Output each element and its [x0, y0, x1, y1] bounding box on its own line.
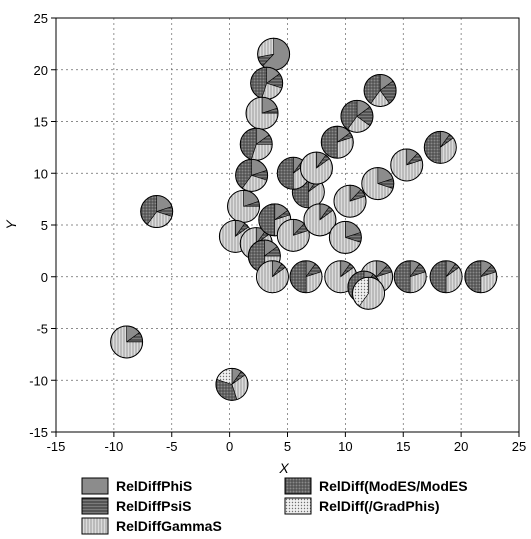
- legend-label-reldiffphis: RelDiffPhiS: [116, 478, 192, 494]
- pie-outline: [328, 220, 362, 254]
- pie-slice: [289, 260, 307, 294]
- y-axis-label: Y: [3, 219, 19, 230]
- x-tick-label: 10: [338, 439, 352, 454]
- y-tick-label: 25: [34, 11, 48, 26]
- y-tick-label: -10: [29, 373, 48, 388]
- legend: RelDiffPhiS RelDiffPsiS RelDiffGammaS Re…: [81, 477, 468, 535]
- pie-marker: [140, 195, 174, 229]
- pie-marker: [227, 189, 261, 223]
- x-tick-label: -15: [47, 439, 66, 454]
- y-tick-label: 15: [34, 115, 48, 130]
- pie-markers: [110, 37, 498, 401]
- pie-marker: [289, 260, 323, 294]
- pie-outline: [215, 367, 249, 401]
- y-tick-label: 10: [34, 166, 48, 181]
- pie-outline: [320, 125, 354, 159]
- pie-marker: [255, 260, 289, 294]
- pie-slice: [276, 156, 294, 190]
- pie-outline: [289, 260, 323, 294]
- pie-marker: [299, 151, 333, 185]
- pie-marker: [303, 203, 337, 237]
- x-axis-label: X: [278, 460, 289, 476]
- pie-slice: [429, 260, 447, 294]
- y-tick-label: 0: [41, 270, 48, 285]
- pie-marker: [320, 125, 354, 159]
- axes: [51, 17, 520, 437]
- pie-outline: [361, 167, 395, 201]
- x-tick-label: 25: [512, 439, 526, 454]
- tick-labels: -15 -10 -5 0 5 10 15 20 25 -15 -10 -5 0 5 10 15 20 25: [29, 11, 526, 454]
- x-tick-label: 20: [454, 439, 468, 454]
- pie-slice: [257, 37, 274, 58]
- pie-outline: [340, 99, 374, 133]
- pie-outline: [299, 151, 333, 185]
- legend-label-reldiffpsis: RelDiffPsiS: [116, 498, 191, 514]
- pie-outline: [429, 260, 463, 294]
- pie-marker: [340, 99, 374, 133]
- pie-marker: [257, 37, 291, 71]
- pie-marker: [276, 218, 310, 252]
- pie-slice: [464, 260, 482, 294]
- pie-marker: [390, 148, 424, 182]
- y-tick-label: 5: [41, 218, 48, 233]
- pie-marker: [429, 260, 463, 294]
- pie-marker: [363, 73, 397, 107]
- pie-outline: [140, 195, 174, 229]
- legend-label-reldiff-gradphis: RelDiff(/GradPhis): [319, 498, 440, 514]
- pie-marker: [258, 203, 292, 237]
- pie-marker: [110, 325, 144, 359]
- pie-marker: [333, 184, 367, 218]
- legend-item-reldiff-gradphis: RelDiff(/GradPhis): [284, 497, 440, 515]
- pie-marker: [361, 167, 395, 201]
- pie-outline: [235, 158, 269, 192]
- pie-marker: [235, 158, 269, 192]
- legend-item-reldiffpsis: RelDiffPsiS: [81, 497, 191, 515]
- legend-swatch-reldiff-gradphis: [284, 497, 312, 515]
- pie-outline: [303, 203, 337, 237]
- legend-swatch-reldiffphis: [81, 477, 109, 495]
- pie-outline: [464, 260, 498, 294]
- legend-swatch-reldiffgammas: [81, 517, 109, 535]
- pie-marker: [328, 220, 362, 254]
- y-tick-label: -5: [36, 322, 48, 337]
- pie-marker: [393, 260, 427, 294]
- y-tick-label: 20: [34, 63, 48, 78]
- legend-item-reldiff-modes: RelDiff(ModES/ModES: [284, 477, 468, 495]
- pie-outline: [393, 260, 427, 294]
- pie-outline: [363, 73, 397, 107]
- pie-outline: [390, 148, 424, 182]
- pie-slice: [423, 131, 441, 164]
- pie-outline: [423, 130, 457, 164]
- legend-item-reldiffgammas: RelDiffGammaS: [81, 517, 222, 535]
- pie-marker: [239, 127, 273, 161]
- pie-marker: [464, 260, 498, 294]
- y-tick-label: -15: [29, 425, 48, 440]
- pie-outline: [352, 276, 386, 310]
- legend-label-reldiff-modes: RelDiff(ModES/ModES: [319, 478, 468, 494]
- pie-marker: [215, 367, 249, 401]
- legend-label-reldiffgammas: RelDiffGammaS: [116, 518, 222, 534]
- pie-outline: [333, 184, 367, 218]
- x-tick-label: 5: [284, 439, 291, 454]
- x-tick-label: -5: [166, 439, 178, 454]
- pie-marker: [250, 66, 284, 100]
- legend-swatch-reldiffpsis: [81, 497, 109, 515]
- pie-outline: [255, 260, 289, 294]
- legend-item-reldiffphis: RelDiffPhiS: [81, 477, 192, 495]
- legend-swatch-reldiff-modes: [284, 477, 312, 495]
- pie-outline: [276, 218, 310, 252]
- pie-marker: [245, 96, 279, 130]
- x-tick-label: 0: [226, 439, 233, 454]
- pie-marker: [423, 130, 457, 164]
- pie-marker: [352, 276, 386, 310]
- pie-slice: [393, 260, 411, 294]
- pie-outline: [110, 325, 144, 359]
- x-tick-label: 15: [396, 439, 410, 454]
- x-tick-label: -10: [104, 439, 123, 454]
